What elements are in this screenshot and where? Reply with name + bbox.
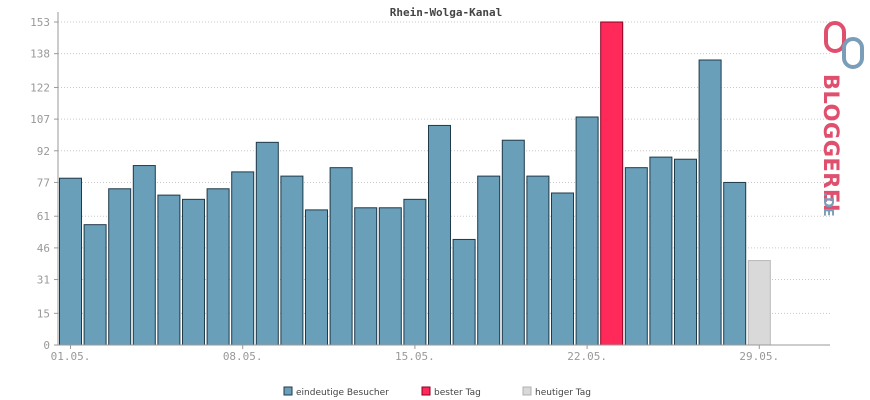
legend-item: heutiger Tag [522, 386, 591, 398]
x-axis-ticks: 01.05. 08.05. 15.05. 22.05. 29.05. [51, 345, 779, 363]
bloggerei-logo: BLOGGEREI .DE [819, 21, 864, 217]
x-tick-label: 08.05. [223, 350, 263, 363]
y-tick-label: 153 [30, 16, 50, 29]
x-tick-label: 01.05. [51, 350, 91, 363]
legend-label: heutiger Tag [535, 388, 591, 398]
y-tick-label: 92 [37, 145, 50, 158]
bars [59, 21, 771, 346]
logo-icon [824, 21, 864, 69]
legend-label: bester Tag [434, 388, 481, 398]
bar [231, 171, 255, 346]
legend-swatch [522, 386, 532, 396]
bar [378, 207, 402, 346]
bar [477, 175, 501, 346]
legend-item: bester Tag [421, 386, 481, 398]
y-tick-label: 61 [37, 210, 50, 223]
y-tick-label: 122 [30, 81, 50, 94]
bar [354, 207, 378, 346]
bar [526, 175, 550, 346]
chart-title: Rhein-Wolga-Kanal [390, 6, 503, 19]
bar [649, 156, 673, 346]
bar-today [747, 260, 771, 346]
y-tick-label: 107 [30, 113, 50, 126]
y-tick-label: 77 [37, 176, 50, 189]
bar [674, 158, 697, 346]
bar [723, 181, 747, 346]
bar [624, 167, 648, 346]
legend-swatch [421, 386, 431, 396]
legend: eindeutige Besucher bester Tag heutiger Ta… [283, 386, 591, 398]
y-tick-label: 15 [37, 307, 50, 320]
bar [551, 192, 574, 346]
bar [280, 175, 304, 346]
bar [206, 188, 230, 346]
y-axis-ticks: 0 15 31 46 61 77 92 107 122 138 153 [30, 16, 58, 352]
bar [501, 139, 525, 346]
bar [575, 116, 599, 346]
bar [428, 124, 451, 346]
bar [59, 177, 82, 346]
bar [108, 188, 132, 346]
y-tick-label: 0 [43, 339, 50, 352]
y-tick-label: 31 [37, 274, 50, 287]
y-tick-label: 46 [37, 242, 50, 255]
y-tick-label: 138 [30, 48, 50, 61]
bar [403, 198, 427, 346]
bar-best-day [600, 21, 624, 346]
bar [698, 59, 722, 346]
bar [132, 165, 156, 346]
bar [83, 224, 107, 346]
x-tick-label: 15.05. [395, 350, 435, 363]
bar [305, 209, 328, 346]
bar [157, 194, 181, 346]
x-tick-label: 29.05. [739, 350, 779, 363]
logo-suffix: .DE [820, 192, 835, 217]
bar [182, 198, 205, 346]
bar [452, 238, 476, 346]
legend-label: eindeutige Besucher [296, 388, 389, 398]
axes [57, 12, 830, 346]
bar [255, 141, 279, 346]
bar [329, 167, 353, 346]
legend-item: eindeutige Besucher [283, 386, 389, 398]
logo-text: BLOGGEREI [819, 74, 843, 212]
x-tick-label: 22.05. [567, 350, 607, 363]
legend-swatch [283, 386, 293, 396]
